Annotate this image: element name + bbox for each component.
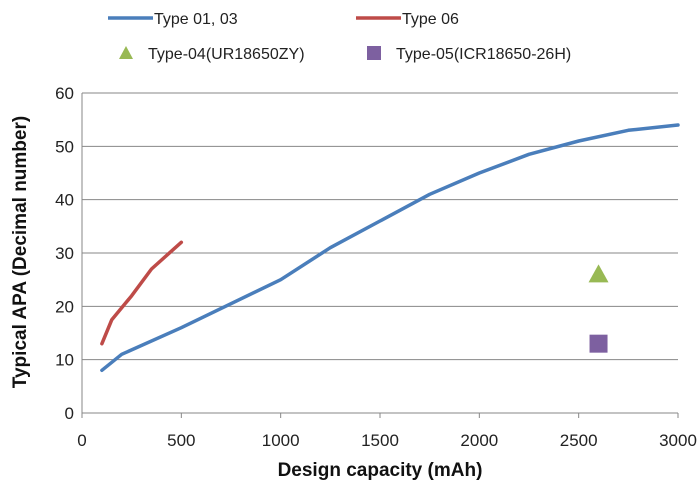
- y-tick-label: 60: [55, 84, 74, 103]
- legend-label: Type-04(UR18650ZY): [148, 46, 305, 63]
- y-tick-label: 10: [55, 351, 74, 370]
- legend-swatch-square: [367, 46, 381, 60]
- y-tick-label: 50: [55, 137, 74, 156]
- x-tick-label: 2500: [560, 431, 598, 450]
- legend-label: Type 01, 03: [154, 11, 238, 28]
- legend-swatch-triangle: [119, 46, 133, 59]
- legend: Type 01, 03 Type 06 Type-04(UR18650ZY) Type…: [108, 11, 571, 63]
- x-tick-label: 500: [167, 431, 195, 450]
- x-tick-label: 0: [77, 431, 86, 450]
- x-tick-label: 3000: [659, 431, 697, 450]
- square-marker: [589, 334, 608, 353]
- series-line-1: [100, 240, 184, 346]
- y-tick-labels: 0 10 20 30 40 50 60: [55, 84, 74, 423]
- gridlines: [82, 92, 678, 361]
- x-axis-title: Design capacity (mAh): [278, 460, 483, 481]
- x-tick-label: 1500: [361, 431, 399, 450]
- legend-item-2: Type-04(UR18650ZY): [119, 46, 305, 63]
- x-tick-label: 2000: [460, 431, 498, 450]
- y-tick-label: 30: [55, 244, 74, 263]
- legend-item-0: Type 01, 03: [108, 11, 238, 28]
- legend-item-1: Type 06: [356, 11, 459, 28]
- y-tick-label: 20: [55, 297, 74, 316]
- triangle-marker: [588, 264, 609, 283]
- x-tick-label: 1000: [262, 431, 300, 450]
- legend-label: Type-05(ICR18650-26H): [396, 46, 571, 63]
- y-tick-label: 40: [55, 191, 74, 210]
- legend-label: Type 06: [402, 11, 459, 28]
- y-tick-label: 0: [65, 404, 74, 423]
- plot-series: [100, 123, 680, 373]
- series-line-0: [100, 123, 680, 373]
- x-tick-labels: 0 500 1000 1500 2000 2500 3000: [77, 431, 697, 450]
- y-axis-title: Typical APA (Decimal number): [10, 116, 31, 388]
- axes: [81, 93, 679, 418]
- legend-item-3: Type-05(ICR18650-26H): [367, 46, 571, 63]
